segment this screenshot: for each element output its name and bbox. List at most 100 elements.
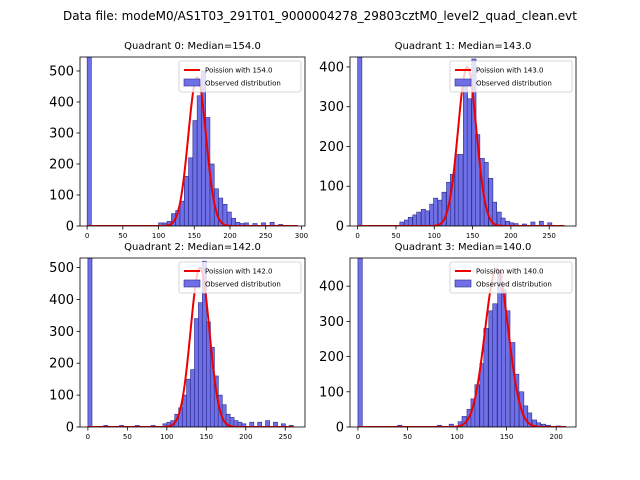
histogram-bar [198,302,203,427]
axes-frame [79,257,306,428]
x-tick-label: 50 [118,232,127,240]
y-tick-label: 100 [49,188,74,203]
legend-label-observed: Observed distribution [476,281,552,289]
histogram-bar [252,223,258,226]
x-tick-label: 100 [160,433,173,441]
x-tick-label: 200 [504,232,517,240]
legend-bar-swatch [454,78,472,87]
x-tick-label: 50 [403,433,412,441]
subplot-title: Quadrant 1: Median=143.0 [395,41,532,52]
y-tick-label: 0 [336,220,344,235]
y-tick-label: 400 [319,280,344,295]
y-tick-label: 300 [49,126,74,141]
histogram-bar [226,211,232,226]
y-tick-label: 200 [319,350,344,365]
histogram-bar [500,217,506,226]
legend-box [449,261,573,294]
y-tick-label: 500 [49,261,74,276]
y-tick-label: 500 [49,64,74,79]
legend-label-poisson: Poission with 142.0 [205,268,273,276]
y-tick-label: 200 [49,357,74,372]
legend: Poission with 143.0 Observed distribution [449,60,573,93]
x-tick-label: 0 [86,433,90,441]
subplot-title: Quadrant 2: Median=142.0 [124,242,261,253]
histogram-bar [424,210,430,226]
histogram-bar [433,197,439,226]
x-tick-label: 200 [223,232,236,240]
legend-box [449,60,573,93]
y-tick-label: 100 [49,389,74,404]
histogram-bar [483,162,489,226]
x-tick-label: 150 [200,433,213,441]
histogram-bar [538,220,544,226]
histogram-bar [357,258,363,427]
x-tick-label: 150 [466,232,479,240]
histogram-bar [357,57,363,226]
histogram-bar [86,57,92,226]
legend-bar-swatch [454,279,472,288]
legend-label-observed: Observed distribution [205,281,281,289]
x-tick-label: 100 [450,433,463,441]
x-tick-label: 300 [295,232,308,240]
legend-label-observed: Observed distribution [205,80,281,88]
y-tick-label: 0 [66,220,74,235]
x-tick-label: 50 [392,232,401,240]
y-tick-label: 300 [319,100,344,115]
subplot-title: Quadrant 0: Median=154.0 [124,41,261,52]
plot-area [357,57,565,226]
legend-label-poisson: Poission with 140.0 [476,268,544,276]
legend: Poission with 154.0 Observed distribution [178,60,302,93]
x-tick-label: 0 [85,232,89,240]
subplot-quadrant-1: 0 100 200 300 400 0 50 100 150 200 250 Quadrant 1: … [319,41,577,240]
y-tick-label: 0 [66,421,74,436]
axes-frame [79,56,306,227]
histogram-bar [269,221,275,226]
histogram-bar [458,154,464,226]
legend: Poission with 140.0 Observed distribution [449,261,573,294]
subplot-quadrant-0: 0 100 200 300 400 500 0 50 100 150 200 250 300 Quadra… [49,41,308,240]
x-tick-label: 200 [239,433,252,441]
subplot-title: Quadrant 3: Median=140.0 [395,242,532,253]
y-tick-label: 400 [49,95,74,110]
plot-area [357,258,567,427]
x-tick-label: 150 [188,232,201,240]
legend-bar-swatch [183,279,201,288]
x-tick-label: 200 [549,433,562,441]
y-tick-label: 200 [49,157,74,172]
y-tick-label: 200 [319,140,344,155]
poisson-curve [87,76,298,226]
legend-label-poisson: Poission with 143.0 [476,67,544,75]
histogram-bar [407,216,413,226]
histogram-bar [505,310,511,427]
legend-label-poisson: Poission with 154.0 [205,67,273,75]
y-tick-label: 300 [319,315,344,330]
y-tick-label: 100 [319,385,344,400]
histogram-bar [416,211,422,226]
x-tick-label: 50 [123,433,132,441]
poisson-curve [357,65,565,226]
histogram-bar [188,157,194,226]
legend-bar-swatch [183,78,201,87]
x-tick-label: 0 [356,433,360,441]
axes-frame [349,257,577,428]
histogram-bar [231,217,236,226]
histogram-bar [190,369,195,427]
legend-label-observed: Observed distribution [476,80,552,88]
histogram-bar [183,176,189,226]
y-tick-label: 300 [49,325,74,340]
subplot-quadrant-2: 0 100 200 300 400 500 0 50 100 150 200 250 Quadrant … [49,242,306,441]
y-tick-label: 100 [319,180,344,195]
legend-box [178,261,302,294]
histogram-bar [466,98,472,226]
figure-suptitle: Data file: modeM0/AS1T03_291T01_90000042… [63,9,577,23]
histogram-bar [186,378,191,427]
histogram-bar [192,120,198,226]
legend: Poission with 142.0 Observed distribution [178,261,302,294]
histogram-bar [194,318,199,427]
subplot-quadrant-3: 0 100 200 300 400 0 50 100 150 200 Quadrant 3: Med… [319,242,577,441]
poisson-curve [357,267,567,427]
y-tick-label: 400 [319,60,344,75]
axes-frame [349,56,577,227]
y-tick-label: 0 [336,421,344,436]
